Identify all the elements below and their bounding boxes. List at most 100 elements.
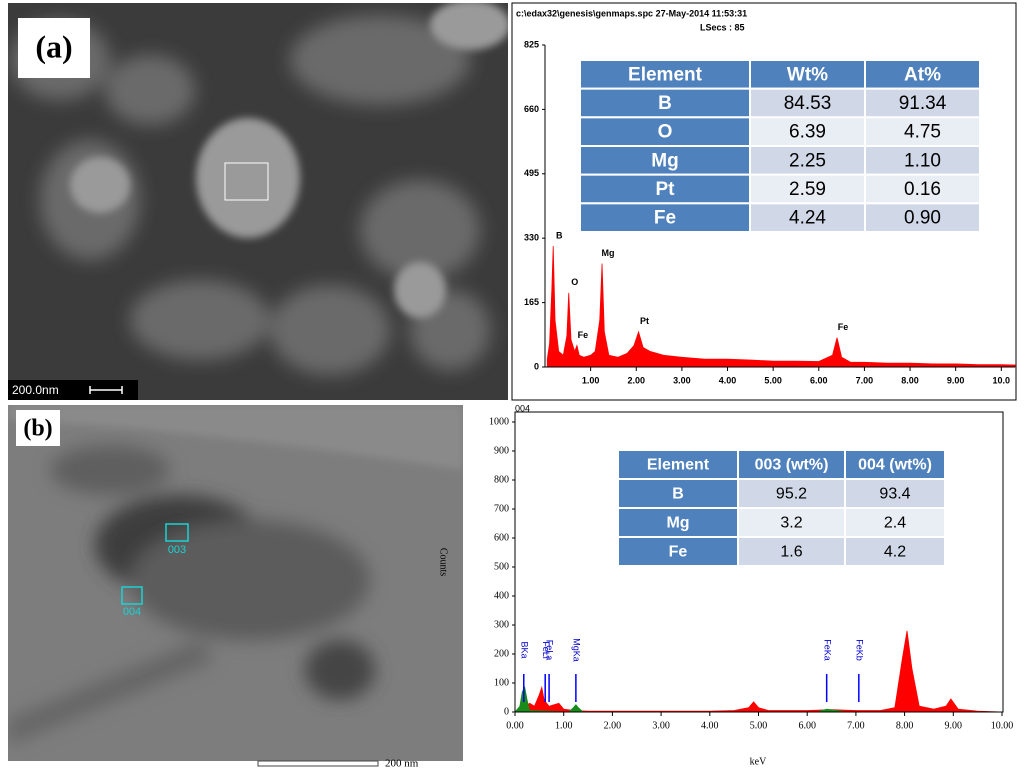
y-tick-label: 400 [494, 590, 509, 601]
scale-bar-label: 200 nm [385, 758, 419, 770]
y-tick-label: 660 [524, 104, 539, 114]
region-label: 004 [123, 606, 141, 618]
table-header: 004 (wt%) [858, 457, 932, 474]
y-tick-label: 0 [504, 706, 509, 717]
table-cell [617, 507, 739, 538]
table-value: Fe [669, 544, 688, 561]
x-tick-label: 6.00 [810, 375, 828, 385]
y-tick-label: 500 [494, 561, 509, 572]
element-label: BKa [519, 641, 529, 658]
y-tick-label: 0 [534, 361, 539, 371]
y-tick-label: 330 [524, 233, 539, 243]
table-cell [864, 173, 981, 205]
table-cell [749, 173, 866, 205]
table-cell [844, 536, 946, 567]
x-tick-label: 1.00 [555, 720, 573, 731]
y-tick-label: 495 [524, 168, 539, 178]
x-tick-label: 0.00 [506, 720, 524, 731]
table-cell [579, 202, 751, 233]
table-value: Pt [656, 179, 676, 200]
spectrum-header: 004 [515, 403, 530, 413]
scale-bar [257, 760, 379, 767]
y-tick-label: 825 [524, 39, 539, 49]
peak-label: B [556, 230, 563, 240]
table-value: 3.2 [780, 515, 802, 532]
peak-label: Fe [838, 322, 849, 332]
table-value: 4.2 [884, 544, 906, 561]
y-tick-label: 200 [494, 648, 509, 659]
scale-bar-label: 200.0nm [12, 383, 59, 397]
peak-label: Fe [578, 330, 589, 340]
region-label: 003 [168, 544, 186, 556]
table-value: 91.34 [899, 93, 947, 114]
table-value: B [672, 486, 684, 503]
peak-label: Pt [640, 316, 649, 326]
y-tick-label: 1000 [489, 416, 509, 427]
x-tick-label: 4.00 [701, 720, 719, 731]
table-cell [617, 449, 739, 480]
table-value: Fe [654, 208, 676, 229]
panel-label: (a) [35, 28, 72, 64]
y-tick-label: 800 [494, 474, 509, 485]
x-tick-label: 8.00 [901, 375, 919, 385]
x-tick-label: 7.00 [856, 375, 874, 385]
table-value: O [658, 122, 673, 143]
table-header: Element [647, 457, 710, 474]
table-value: 0.16 [904, 179, 941, 200]
table-value: 2.4 [884, 515, 906, 532]
table-cell [737, 536, 846, 567]
table-cell [579, 145, 751, 176]
table-value: 84.53 [784, 93, 832, 114]
element-label: FeLa [545, 640, 555, 661]
table-cell [579, 87, 751, 119]
table-value: 0.90 [904, 208, 941, 229]
table-cell [844, 478, 946, 509]
y-tick-label: 100 [494, 677, 509, 688]
x-tick-label: 10.00 [991, 720, 1014, 731]
table-cell [579, 116, 751, 148]
x-tick-label: 2.00 [604, 720, 622, 731]
panel-label: (b) [23, 416, 52, 442]
table-value: 4.24 [789, 208, 826, 229]
table-cell [844, 507, 946, 538]
x-tick-label: 3.00 [652, 720, 670, 731]
y-axis-label: Counts [438, 548, 449, 576]
x-tick-label: 1.00 [582, 375, 600, 385]
table-value: Mg [651, 150, 678, 171]
tem-image: (b) 003 004 [8, 405, 463, 761]
x-tick-label: 7.00 [847, 720, 865, 731]
table-value: 2.59 [789, 179, 826, 200]
element-label: FeKa [822, 639, 832, 661]
table-header: At% [904, 64, 941, 85]
x-tick-label: 5.00 [764, 375, 782, 385]
x-tick-label: 4.00 [719, 375, 737, 385]
x-tick-label: 9.00 [945, 720, 963, 731]
y-tick-label: 600 [494, 532, 509, 543]
table-cell [617, 536, 739, 567]
table-value: 1.6 [780, 544, 802, 561]
x-tick-label: 3.00 [673, 375, 691, 385]
table-value: 2.25 [789, 150, 826, 171]
table-header: Wt% [787, 64, 828, 85]
table-value: 95.2 [776, 486, 807, 503]
y-tick-label: 900 [494, 445, 509, 456]
spectrum-area [514, 630, 1003, 713]
x-tick-label: 8.00 [896, 720, 914, 731]
x-tick-label: 2.00 [627, 375, 645, 385]
table-value: B [658, 93, 672, 114]
table-value: Mg [666, 515, 689, 532]
x-tick-label: 10.0 [993, 375, 1011, 385]
x-tick-label: 9.00 [947, 375, 965, 385]
table-cell [864, 87, 981, 119]
table-value: 6.39 [789, 122, 826, 143]
table-value: 4.75 [904, 122, 941, 143]
y-tick-label: 165 [524, 297, 539, 307]
spectrum-header: c:\edax32\genesis\genmaps.spc 27-May-201… [516, 8, 747, 18]
element-label: FeLl [541, 641, 551, 659]
x-tick-label: 6.00 [798, 720, 816, 731]
element-label: MgKa [572, 638, 582, 662]
table-header: Element [628, 64, 703, 85]
table-header: 003 (wt%) [755, 457, 829, 474]
table-cell [749, 116, 866, 148]
